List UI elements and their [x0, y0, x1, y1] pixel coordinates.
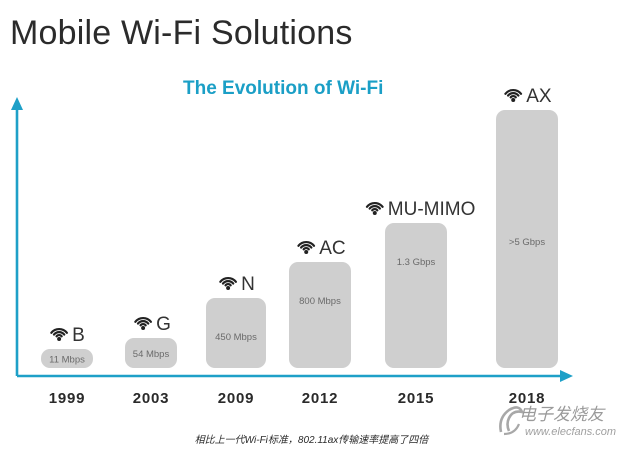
x-tick-label: 2015 [398, 390, 435, 407]
bar-value-label: 450 Mbps [215, 332, 257, 343]
x-tick-label: 2018 [509, 390, 546, 407]
elecfans-logo-icon [499, 406, 525, 436]
bar [41, 349, 93, 368]
bar [206, 298, 266, 368]
x-tick-label: 2012 [302, 390, 339, 407]
wifi-icon [134, 317, 153, 330]
watermark: 电子发烧友 www.elecfans.com [495, 398, 617, 444]
bar [289, 262, 351, 368]
x-axis-arrow [560, 370, 573, 382]
standard-label: N [241, 274, 255, 295]
standard-label: AX [526, 86, 552, 107]
watermark-url: www.elecfans.com [525, 426, 617, 438]
figure-caption: 相比上一代Wi-Fi标准，802.11ax传输速率提高了四倍 [194, 435, 429, 446]
standard-label: MU-MIMO [388, 199, 476, 220]
x-tick-label: 1999 [49, 390, 86, 407]
wifi-icon [365, 202, 384, 215]
wifi-icon [504, 89, 523, 102]
standard-label: G [156, 314, 171, 335]
bar [125, 338, 177, 368]
standard-label: B [72, 325, 85, 346]
x-tick-label: 2009 [218, 390, 255, 407]
bar-value-label: 11 Mbps [49, 355, 85, 366]
chart-title: The Evolution of Wi-Fi [183, 78, 384, 99]
page-title: Mobile Wi-Fi Solutions [10, 14, 353, 52]
bar-value-label: >5 Gbps [509, 237, 545, 248]
bar-value-label: 800 Mbps [299, 296, 341, 307]
x-tick-label: 2003 [133, 390, 170, 407]
wifi-icon [219, 277, 238, 290]
wifi-icon [50, 328, 69, 341]
bar-value-label: 1.3 Gbps [397, 257, 436, 268]
watermark-text: 电子发烧友 [519, 405, 604, 425]
standard-label: AC [319, 238, 345, 259]
bar [496, 110, 558, 368]
bar-value-label: 54 Mbps [133, 349, 170, 360]
bar [385, 223, 447, 368]
y-axis-arrow [11, 97, 23, 110]
wifi-icon [297, 241, 316, 254]
